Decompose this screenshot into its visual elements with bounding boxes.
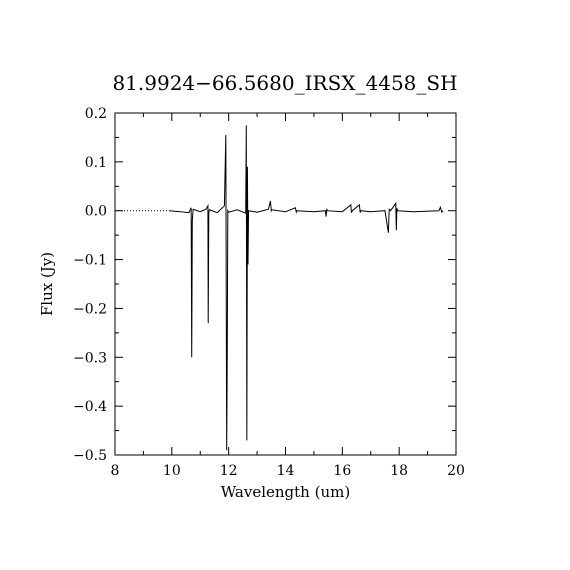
y-tick-label: −0.1 (73, 253, 107, 269)
y-tick-label: 0.2 (85, 106, 107, 122)
data-layer (115, 125, 444, 451)
y-tick-label: −0.3 (73, 350, 107, 366)
chart-title: 81.9924−66.5680_IRSX_4458_SH (112, 71, 457, 95)
spectrum-series-line (168, 125, 444, 451)
x-tick-label: 18 (390, 463, 408, 479)
x-axis-label: Wavelength (um) (221, 483, 350, 501)
tick-marks (114, 112, 457, 456)
x-tick-label: 10 (163, 463, 181, 479)
y-axis-label: Flux (Jy) (38, 252, 56, 316)
plot-frame (114, 112, 457, 456)
x-tick-label: 16 (333, 463, 351, 479)
y-tick-label: −0.2 (73, 301, 107, 317)
y-tick-labels: −0.5 −0.4 −0.3 −0.2 −0.1 0.0 0.1 0.2 (73, 106, 107, 464)
y-tick-label: −0.5 (73, 448, 107, 464)
y-tick-label: −0.4 (73, 399, 107, 415)
x-tick-label: 8 (111, 463, 120, 479)
x-tick-labels: 8 10 12 14 16 18 20 (111, 463, 465, 479)
x-tick-label: 14 (277, 463, 295, 479)
y-tick-label: 0.1 (85, 155, 107, 171)
x-tick-label: 12 (220, 463, 238, 479)
x-tick-label: 20 (447, 463, 465, 479)
y-tick-label: 0.0 (85, 204, 107, 220)
